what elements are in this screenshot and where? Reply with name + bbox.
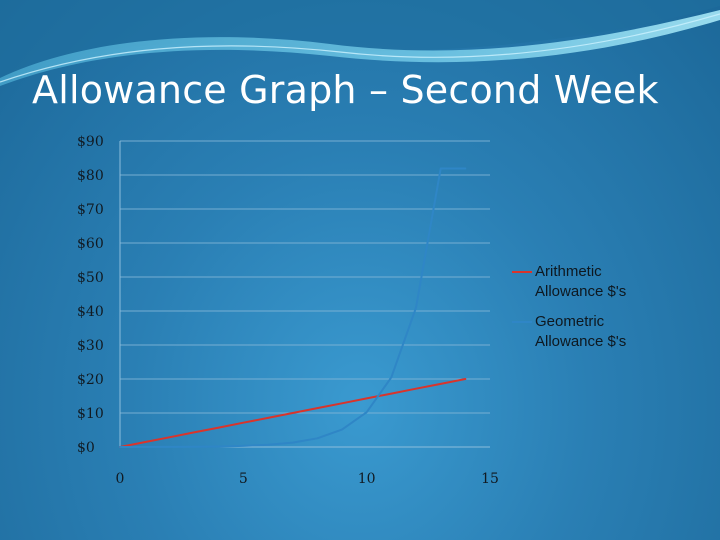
x-tick-label: 10 bbox=[358, 471, 376, 487]
tick-labels: $0 $10 $20 $30 $40 $50 $60 $70 $80 $90 0 5 10 15 bbox=[77, 134, 499, 487]
header-wave bbox=[0, 0, 720, 80]
y-tick-label: $40 bbox=[77, 304, 104, 320]
y-tick-label: $70 bbox=[77, 202, 104, 218]
series-line-1 bbox=[119, 167, 467, 448]
x-tick-label: 5 bbox=[239, 471, 248, 487]
legend: Arithmetic Allowance $'s Geometric Allowanc… bbox=[512, 263, 626, 350]
x-tick-label: 0 bbox=[116, 471, 125, 487]
series-lines bbox=[119, 167, 467, 448]
x-tick-label: 15 bbox=[481, 471, 499, 487]
header-swoosh-line bbox=[0, 13, 720, 83]
legend-label-1: Geometric Allowance $'s bbox=[535, 313, 626, 350]
y-tick-label: $20 bbox=[77, 372, 104, 388]
y-tick-label: $30 bbox=[77, 338, 104, 354]
legend-label-0: Arithmetic Allowance $'s bbox=[535, 263, 626, 300]
slide-title: Allowance Graph – Second Week bbox=[32, 68, 659, 112]
y-tick-label: $10 bbox=[77, 406, 104, 422]
series-line-0 bbox=[119, 378, 467, 448]
y-tick-label: $60 bbox=[77, 236, 104, 252]
y-tick-label: $50 bbox=[77, 270, 104, 286]
y-tick-label: $90 bbox=[77, 134, 104, 150]
grid-lines bbox=[120, 140, 490, 414]
header-swoosh bbox=[0, 10, 720, 86]
y-tick-label: $80 bbox=[77, 168, 104, 184]
axes bbox=[119, 141, 490, 448]
y-tick-label: $0 bbox=[77, 440, 95, 456]
